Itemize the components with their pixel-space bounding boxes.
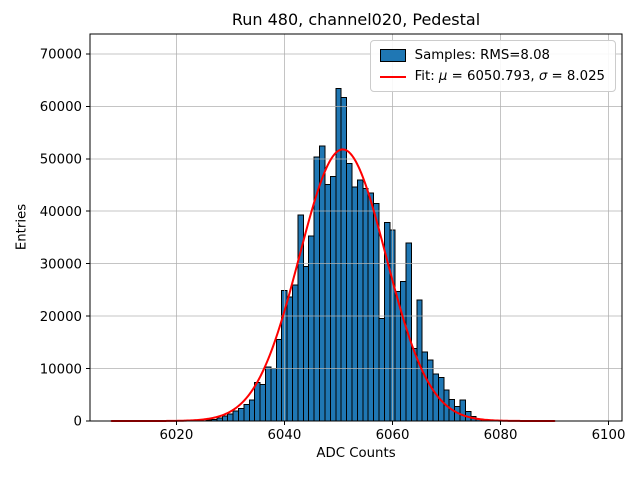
y-tick-label: 20000 bbox=[40, 310, 82, 325]
axes-spines bbox=[89, 33, 623, 422]
sigma-symbol: σ bbox=[538, 69, 548, 84]
legend: Samples: RMS=8.08 Fit: μ = 6050.793, σ =… bbox=[369, 40, 616, 92]
histogram-bar bbox=[243, 404, 250, 422]
histogram-bar bbox=[356, 179, 364, 422]
histogram-bar bbox=[227, 413, 234, 422]
legend-fit-prefix: Fit: bbox=[414, 69, 439, 84]
histogram-bar bbox=[275, 339, 283, 422]
x-tick-label: 6040 bbox=[267, 428, 301, 443]
histogram-bar bbox=[335, 88, 342, 422]
histogram-bar bbox=[340, 96, 348, 422]
x-axis-label: ADC Counts bbox=[316, 446, 396, 461]
histogram-bar bbox=[400, 281, 407, 422]
y-tick-label: 10000 bbox=[40, 362, 82, 377]
histogram-bar bbox=[292, 284, 299, 422]
histogram-bar bbox=[362, 188, 369, 422]
y-tick-label: 40000 bbox=[40, 205, 82, 220]
histogram-bar bbox=[270, 368, 277, 422]
histogram-bar bbox=[329, 176, 337, 422]
histogram-bar bbox=[254, 382, 261, 422]
histogram-bar bbox=[265, 366, 272, 422]
legend-sigma-value: = 8.025 bbox=[547, 69, 605, 84]
histogram-bar bbox=[238, 407, 245, 422]
y-tick-label: 50000 bbox=[40, 153, 82, 168]
histogram-swatch-icon bbox=[379, 49, 406, 62]
legend-mu-value: = 6050.793, bbox=[447, 69, 539, 84]
x-tick-label: 6100 bbox=[592, 428, 626, 443]
y-axis-label: Entries bbox=[14, 203, 30, 251]
fit-line-swatch-icon bbox=[379, 75, 406, 78]
histogram-bar bbox=[367, 192, 375, 422]
legend-samples-label: Samples: RMS=8.08 bbox=[414, 48, 551, 63]
histogram-bar bbox=[410, 348, 418, 422]
histogram-bar bbox=[324, 184, 331, 422]
x-tick-label: 6080 bbox=[484, 428, 518, 443]
legend-fit-label: Fit: μ = 6050.793, σ = 8.025 bbox=[415, 69, 605, 84]
legend-item-fit: Fit: μ = 6050.793, σ = 8.025 bbox=[379, 69, 605, 84]
histogram-bar bbox=[351, 186, 358, 422]
histogram-bar bbox=[427, 359, 434, 422]
histogram-bar bbox=[394, 290, 402, 422]
x-tick-label: 6060 bbox=[376, 428, 410, 443]
histogram-bar bbox=[378, 318, 385, 422]
legend-item-samples: Samples: RMS=8.08 bbox=[379, 48, 605, 63]
histogram-bar bbox=[302, 265, 310, 422]
y-tick-label: 60000 bbox=[40, 100, 82, 115]
histogram-bar bbox=[319, 145, 326, 422]
histogram-bar bbox=[373, 202, 380, 422]
histogram-bar bbox=[346, 163, 353, 422]
histogram-bar bbox=[221, 415, 229, 422]
histogram-bar bbox=[259, 383, 267, 422]
y-tick-label: 0 bbox=[74, 415, 82, 430]
mu-symbol: μ bbox=[438, 69, 448, 84]
histogram-bar bbox=[248, 399, 256, 422]
y-tick-label: 70000 bbox=[40, 48, 82, 63]
histogram-bar bbox=[421, 351, 429, 422]
histogram-bar bbox=[459, 399, 466, 422]
histogram-bar bbox=[232, 410, 240, 422]
y-tick-label: 30000 bbox=[40, 257, 82, 272]
page-title: Run 480, channel020, Pedestal bbox=[231, 10, 481, 29]
x-tick-label: 6020 bbox=[159, 428, 193, 443]
